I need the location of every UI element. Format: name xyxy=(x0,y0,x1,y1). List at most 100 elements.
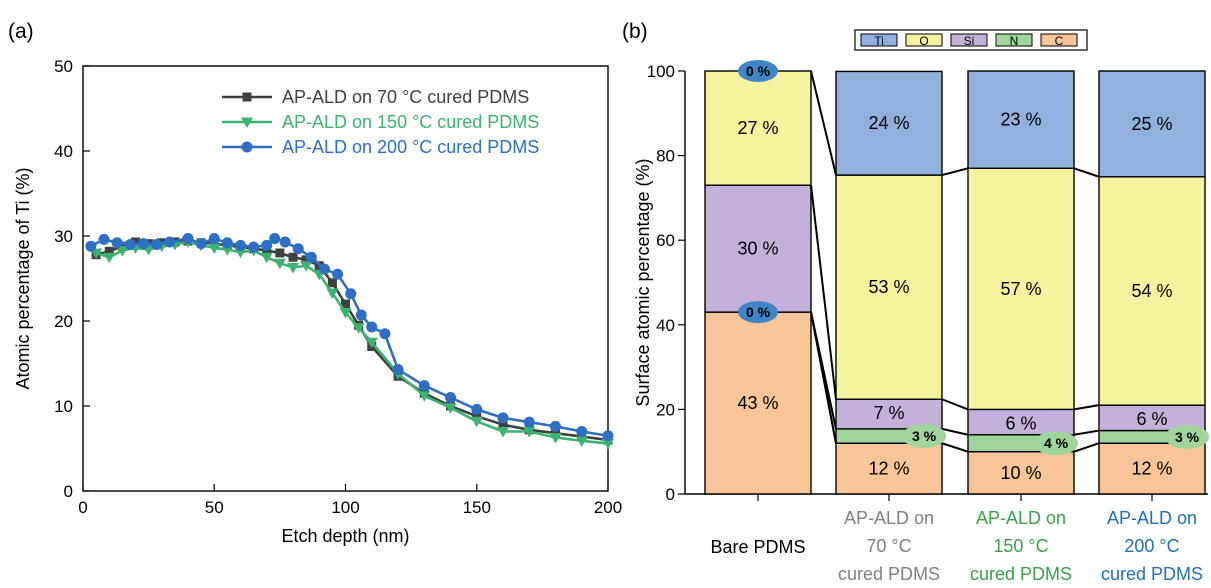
data-point-ap-ald-on-150-c-cured-pdms-13 xyxy=(260,252,273,264)
series-ap-ald-on-70-c-cured-pdms xyxy=(91,236,613,445)
connector-n-2 xyxy=(1073,429,1100,436)
data-point-ap-ald-on-70-c-cured-pdms-16 xyxy=(301,255,311,265)
value-label-ap-ald-on-150-c-cured-pdms-n: 4 % xyxy=(1044,435,1069,451)
category-label-2-line-1: 150 °C xyxy=(993,536,1048,556)
b-y-axis-label: Surface atomic percentage (%) xyxy=(633,158,653,406)
legend-marker-ap-ald-on-70-c-cured-pdms xyxy=(242,92,252,102)
series-ap-ald-on-200-c-cured-pdms xyxy=(85,233,614,442)
b-y-tick-label-0: 0 xyxy=(666,485,675,504)
data-point-ap-ald-on-200-c-cured-pdms-21 xyxy=(355,309,367,321)
bar-segment-ap-ald-on-200-c-cured-pdms-c xyxy=(1098,442,1206,495)
data-point-ap-ald-on-200-c-cured-pdms-11 xyxy=(235,239,246,251)
data-point-ap-ald-on-200-c-cured-pdms-19 xyxy=(332,268,344,280)
data-point-ap-ald-on-150-c-cured-pdms-9 xyxy=(208,243,221,254)
data-point-ap-ald-on-200-c-cured-pdms-26 xyxy=(445,392,456,403)
category-label-1-line-2: cured PDMS xyxy=(838,564,940,584)
data-point-ap-ald-on-200-c-cured-pdms-27 xyxy=(471,403,483,415)
n-bubble-ap-ald-on-150-c-cured-pdms xyxy=(1034,431,1078,456)
data-point-ap-ald-on-200-c-cured-pdms-10 xyxy=(221,237,233,249)
data-point-ap-ald-on-200-c-cured-pdms-2 xyxy=(111,237,123,249)
data-point-ap-ald-on-200-c-cured-pdms-13 xyxy=(261,239,273,251)
data-point-ap-ald-on-200-c-cured-pdms-18 xyxy=(319,263,330,275)
bar-segment-bare-pdms-si xyxy=(704,184,812,313)
legend-label-ti: Ti xyxy=(874,34,884,48)
line-chart-ti-depth-profile: 0 10 20 30 40 50 0 50 100 150 200 Etch depth (nm) At… xyxy=(13,57,622,546)
x-tick-label-200: 200 xyxy=(594,498,622,517)
data-point-ap-ald-on-70-c-cured-pdms-1 xyxy=(104,246,114,256)
series-line-ap-ald-on-150-c-cured-pdms xyxy=(95,240,609,445)
category-label-1-line-0: AP-ALD on xyxy=(844,508,934,528)
data-point-ap-ald-on-70-c-cured-pdms-26 xyxy=(498,420,508,430)
data-point-ap-ald-on-70-c-cured-pdms-25 xyxy=(472,411,482,421)
data-point-ap-ald-on-150-c-cured-pdms-29 xyxy=(575,436,588,447)
data-point-ap-ald-on-200-c-cured-pdms-14 xyxy=(269,233,281,245)
panel-label-b: (b) xyxy=(622,20,648,43)
connector-si-2 xyxy=(1073,404,1100,411)
value-label-bare-pdms-ti: 0 % xyxy=(746,63,771,79)
y-tick-label-50: 50 xyxy=(54,57,73,76)
value-label-bare-pdms-o: 27 % xyxy=(737,118,778,138)
data-point-ap-ald-on-200-c-cured-pdms-8 xyxy=(195,238,207,250)
bar-segment-ap-ald-on-70-c-cured-pdms-ti xyxy=(835,70,943,176)
legend-swatch-o xyxy=(905,33,943,47)
value-label-ap-ald-on-200-c-cured-pdms-o: 54 % xyxy=(1131,281,1172,301)
bar-segment-bare-pdms-c xyxy=(704,311,812,495)
bar-ap-ald-on-200-c-cured-pdms xyxy=(1098,70,1206,495)
data-point-ap-ald-on-200-c-cured-pdms-30 xyxy=(550,420,561,432)
data-point-ap-ald-on-200-c-cured-pdms-20 xyxy=(345,288,357,300)
value-label-bare-pdms-n: 0 % xyxy=(746,304,771,320)
legend-swatch-si xyxy=(950,33,988,47)
bar-ap-ald-on-70-c-cured-pdms xyxy=(835,70,943,495)
data-point-ap-ald-on-200-c-cured-pdms-9 xyxy=(208,233,220,245)
b-y-tick-label-20: 20 xyxy=(656,400,675,419)
value-label-ap-ald-on-70-c-cured-pdms-n: 3 % xyxy=(912,428,937,444)
connector-o-2 xyxy=(1073,167,1100,178)
connector-si-1 xyxy=(941,398,969,411)
data-point-ap-ald-on-150-c-cured-pdms-25 xyxy=(470,416,483,428)
y-axis-label: Atomic percentage of Ti (%) xyxy=(13,167,33,389)
bar-segment-bare-pdms-o xyxy=(704,70,812,186)
data-point-ap-ald-on-70-c-cured-pdms-14 xyxy=(275,248,285,258)
category-label-3-line-2: cured PDMS xyxy=(1101,564,1203,584)
legend-swatch-n xyxy=(995,33,1033,47)
stacked-bar-chart-surface-composition: 0 20 40 60 80 100 Surface atomic percentage (%… xyxy=(633,29,1209,584)
value-label-ap-ald-on-70-c-cured-pdms-ti: 24 % xyxy=(868,113,909,133)
connector-si-0 xyxy=(810,185,837,400)
bar-segment-ap-ald-on-150-c-cured-pdms-o xyxy=(967,167,1075,411)
data-point-ap-ald-on-200-c-cured-pdms-23 xyxy=(379,328,391,340)
category-label-0-line-0: Bare PDMS xyxy=(710,537,805,557)
data-point-ap-ald-on-200-c-cured-pdms-4 xyxy=(137,238,149,250)
data-point-ap-ald-on-150-c-cured-pdms-16 xyxy=(300,261,313,272)
value-label-bare-pdms-si: 30 % xyxy=(737,239,778,259)
bar-segment-ap-ald-on-200-c-cured-pdms-o xyxy=(1098,176,1206,406)
x-tick-label-150: 150 xyxy=(463,498,491,517)
n-bubble-ap-ald-on-200-c-cured-pdms xyxy=(1165,424,1209,449)
legend-label-n: N xyxy=(1010,34,1019,48)
bar-ap-ald-on-150-c-cured-pdms xyxy=(967,70,1075,495)
data-point-ap-ald-on-200-c-cured-pdms-0 xyxy=(85,240,97,252)
value-label-ap-ald-on-150-c-cured-pdms-si: 6 % xyxy=(1005,413,1036,433)
legend-marker-ap-ald-on-200-c-cured-pdms xyxy=(241,141,253,153)
y-tick-label-40: 40 xyxy=(54,142,73,161)
series-line-ap-ald-on-200-c-cured-pdms xyxy=(90,237,609,438)
x-tick-label-100: 100 xyxy=(331,498,359,517)
series-ap-ald-on-150-c-cured-pdms xyxy=(90,237,614,450)
data-point-ap-ald-on-150-c-cured-pdms-21 xyxy=(365,337,378,349)
data-point-ap-ald-on-200-c-cured-pdms-1 xyxy=(98,233,110,245)
data-point-ap-ald-on-70-c-cured-pdms-19 xyxy=(341,299,350,309)
data-point-ap-ald-on-200-c-cured-pdms-25 xyxy=(418,380,430,392)
data-point-ap-ald-on-200-c-cured-pdms-5 xyxy=(151,239,162,250)
connector-n-1 xyxy=(941,427,969,436)
x-axis-label: Etch depth (nm) xyxy=(281,526,409,546)
category-label-3-line-1: 200 °C xyxy=(1124,536,1179,556)
zero-bubble-bare-pdms-n xyxy=(738,301,778,324)
b-y-tick-label-80: 80 xyxy=(656,147,675,166)
value-label-ap-ald-on-70-c-cured-pdms-c: 12 % xyxy=(868,459,909,479)
data-point-ap-ald-on-150-c-cured-pdms-26 xyxy=(497,427,509,438)
category-label-2-line-0: AP-ALD on xyxy=(976,508,1066,528)
bar-segment-ap-ald-on-200-c-cured-pdms-ti xyxy=(1098,70,1206,178)
data-point-ap-ald-on-200-c-cured-pdms-12 xyxy=(248,241,260,253)
b-y-tick-label-60: 60 xyxy=(656,231,675,250)
b-y-tick-label-40: 40 xyxy=(656,316,675,335)
x-tick-label-0: 0 xyxy=(78,498,87,517)
